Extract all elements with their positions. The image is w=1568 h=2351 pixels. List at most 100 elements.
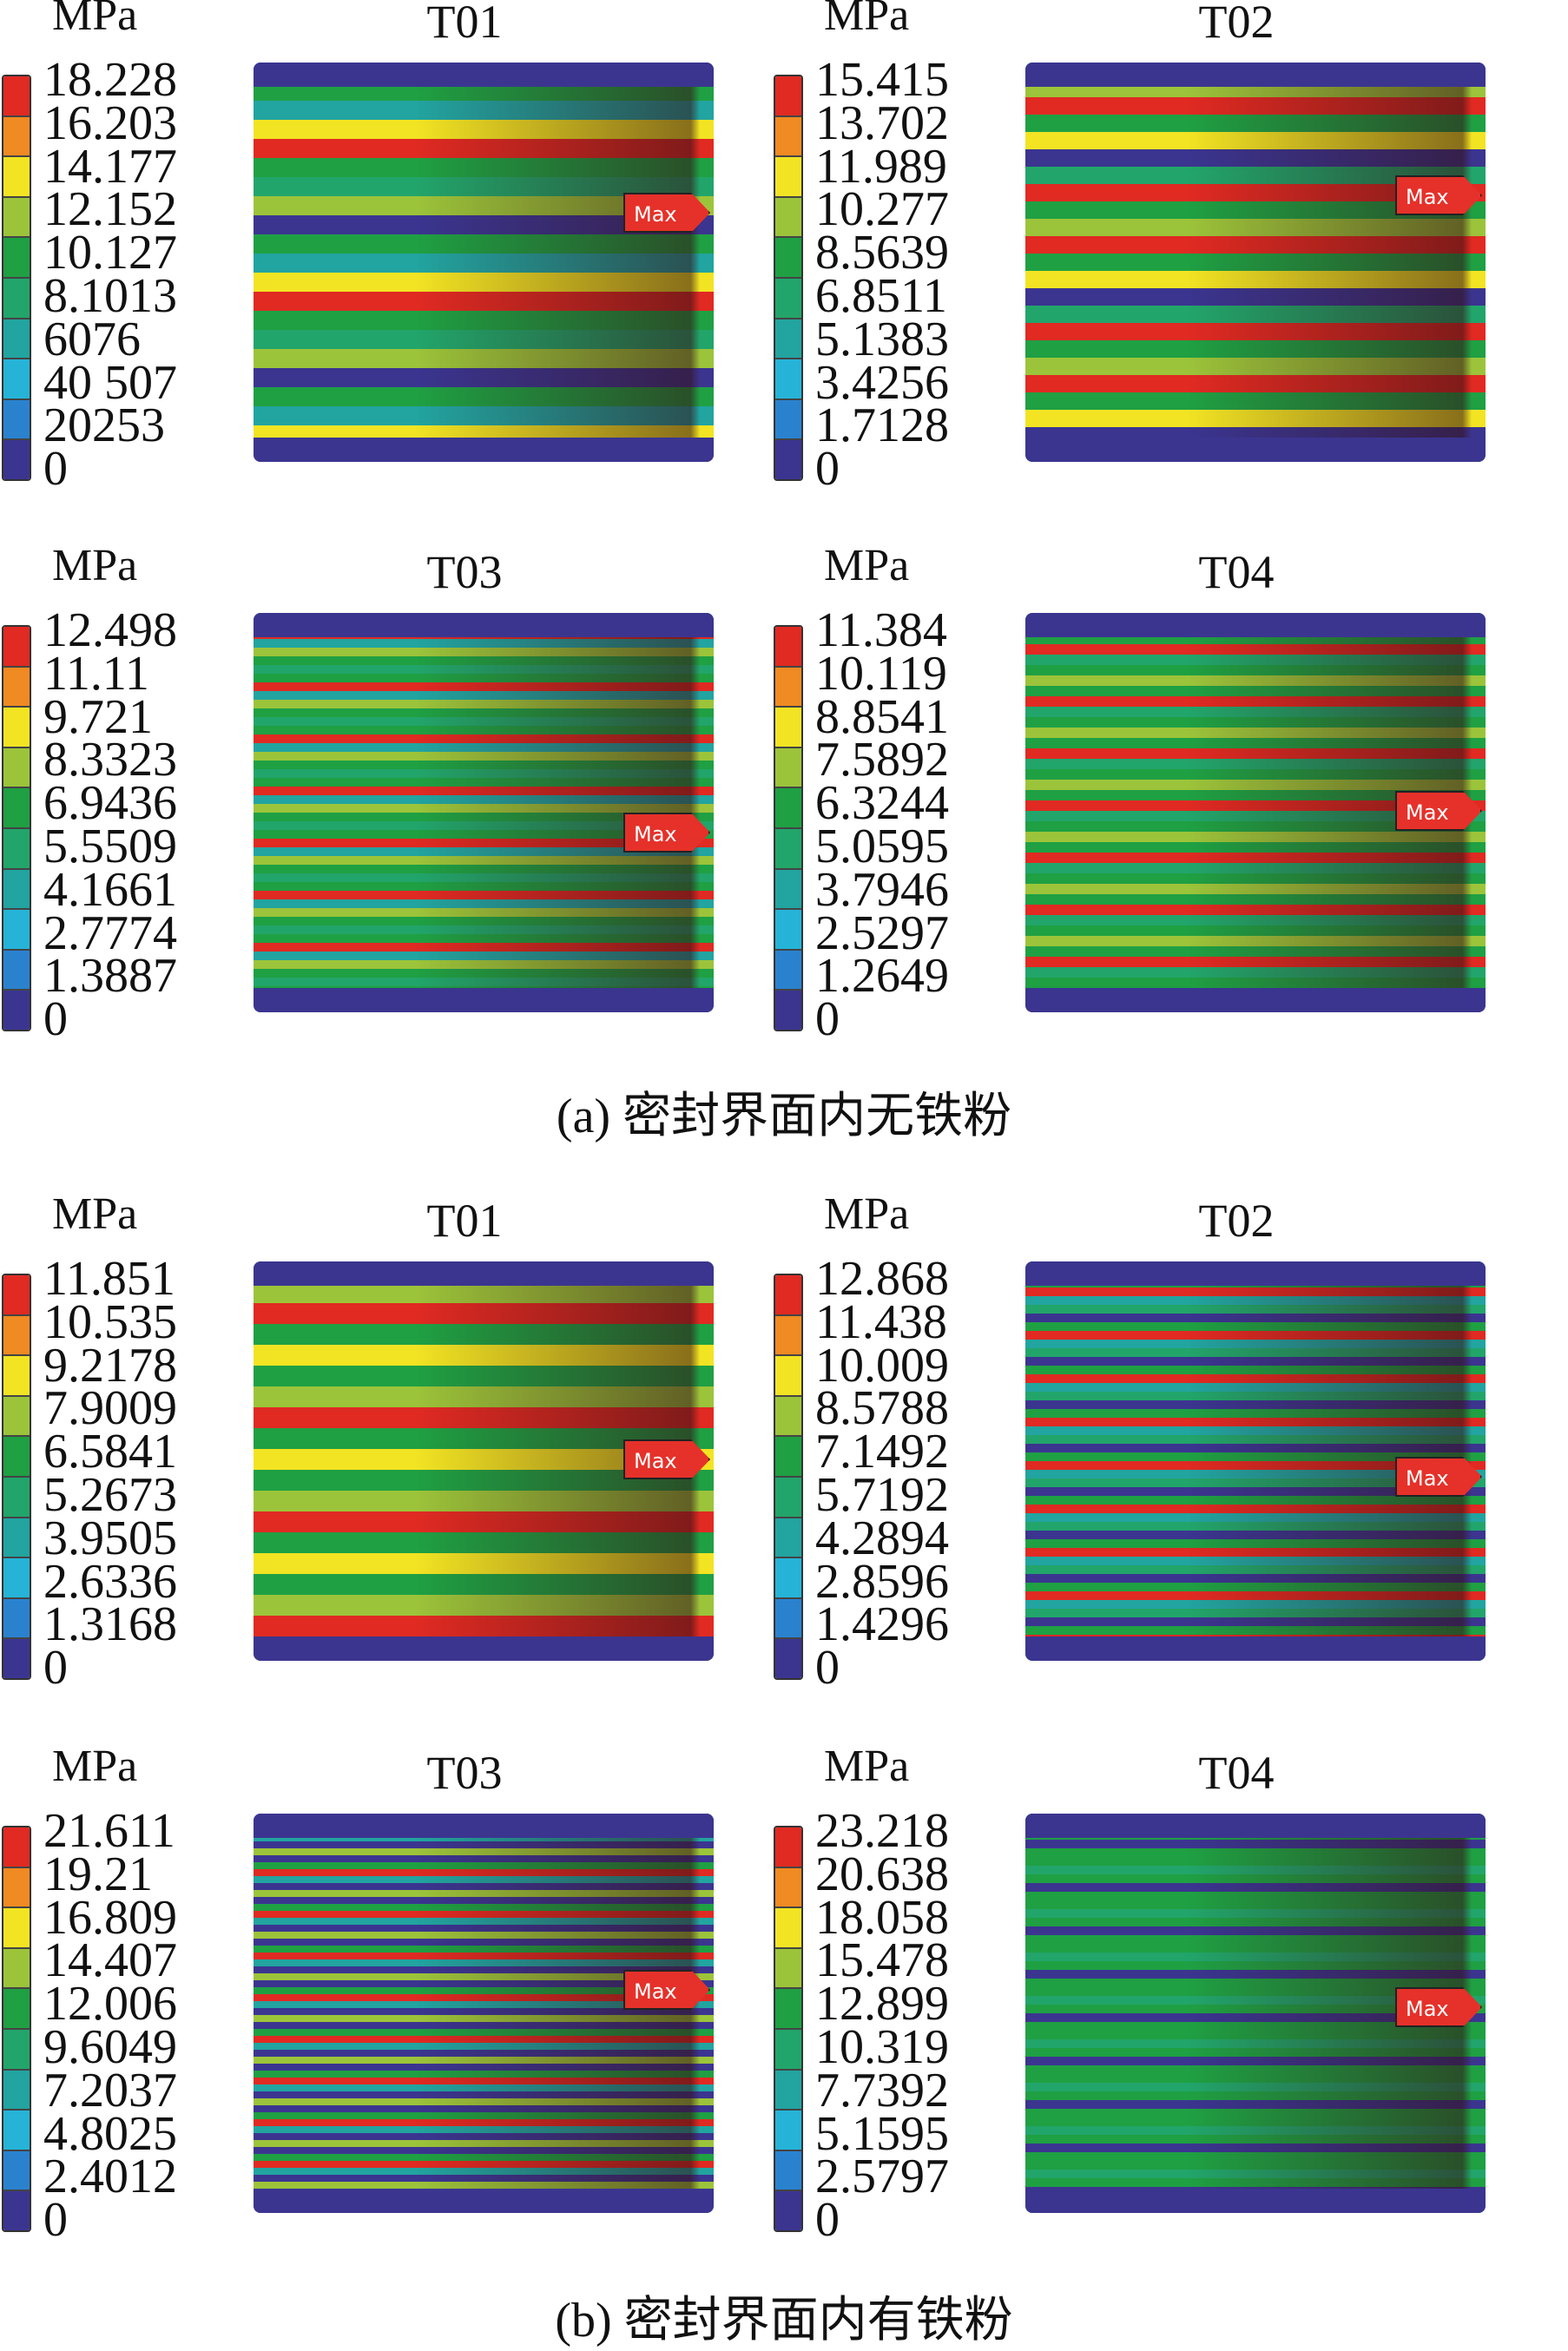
legend-swatch — [3, 1989, 30, 2030]
legend-swatch — [775, 1315, 801, 1357]
shading-overlay — [1025, 63, 1486, 462]
legend-value: 23.218 — [815, 1804, 949, 1858]
legend-value: 10.277 — [815, 182, 949, 237]
legend-value: 1.4296 — [815, 1597, 949, 1652]
legend-swatch — [3, 1275, 30, 1316]
legend-value: 4.8025 — [43, 2106, 177, 2161]
panel-title: T04 — [1198, 546, 1275, 598]
legend-swatch — [775, 440, 801, 479]
legend-value: 0 — [815, 1641, 840, 1696]
legend-swatch — [775, 157, 801, 198]
legend-swatch — [775, 197, 801, 239]
legend-swatch — [3, 1315, 30, 1357]
legend-swatch — [3, 828, 30, 870]
top-edge — [254, 63, 714, 87]
unit-label: MPa — [52, 541, 138, 590]
legend-swatch — [3, 1827, 30, 1868]
legend-value: 7.2037 — [43, 2063, 177, 2117]
legend-swatch — [775, 1275, 801, 1316]
legend-value: 10.319 — [815, 2019, 949, 2074]
legend-value: 5.0595 — [815, 819, 949, 873]
contour-panel-b-t02: MPa 12.868 11.438 10.009 8.5788 7.1492 5.7192 4… — [772, 1190, 1556, 1720]
legend-value: 16.809 — [43, 1890, 177, 1945]
legend-value: 11.989 — [815, 139, 947, 194]
legend-swatch — [3, 708, 30, 748]
legend-value: 0 — [815, 2193, 840, 2248]
legend-swatch — [3, 2191, 30, 2230]
legend-value: 10.535 — [43, 1294, 177, 1349]
max-marker: Max — [623, 813, 710, 853]
top-edge — [1025, 63, 1486, 87]
legend-swatch — [775, 747, 801, 789]
legend-value: 8.1013 — [43, 268, 177, 323]
legend-value: 4.1661 — [43, 862, 177, 917]
legend-swatch — [775, 76, 801, 117]
legend-swatch — [3, 667, 30, 708]
legend-swatch — [3, 238, 30, 279]
legend-labels: 11.384 10.119 8.8541 7.5892 6.3244 5.0595 3.79… — [815, 606, 949, 1047]
legend-value: 11.851 — [43, 1252, 175, 1306]
bottom-edge — [254, 1636, 714, 1661]
top-edge — [1025, 1261, 1486, 1286]
legend-value: 14.407 — [43, 1933, 177, 1988]
legend-swatch — [3, 1356, 30, 1397]
legend-value: 0 — [815, 442, 840, 497]
contour-panel-a-t04: MPa 11.384 10.119 8.8541 7.5892 6.3244 5.0595 3… — [772, 542, 1556, 1071]
legend-value: 0 — [43, 442, 68, 497]
legend-swatch — [775, 1518, 801, 1559]
legend-value: 20253 — [43, 398, 165, 453]
legend-swatch — [3, 1437, 30, 1478]
legend-swatch — [3, 1477, 30, 1518]
legend-value: 6076 — [43, 312, 141, 366]
legend-value: 0 — [43, 1641, 68, 1696]
legend-swatch — [3, 1598, 30, 1640]
legend-swatch — [3, 76, 30, 117]
stress-contour-image: Max — [254, 613, 714, 1012]
legend-value: 2.8596 — [815, 1554, 949, 1609]
unit-label: MPa — [52, 0, 138, 40]
legend-swatch — [775, 1437, 801, 1478]
legend-swatch — [3, 1396, 30, 1438]
legend-value: 7.7392 — [815, 2063, 949, 2117]
contour-panel-a-t03: MPa 12.498 11.11 9.721 8.3323 6.9436 5.5509 4.1… — [0, 542, 784, 1071]
stress-contour-image: Max — [254, 1261, 714, 1661]
panel-title: T02 — [1198, 0, 1275, 48]
contour-panel-a-t02: MPa 15.415 13.702 11.989 10.277 8.5639 6.8511 5… — [772, 0, 1556, 521]
bottom-edge — [1025, 438, 1486, 462]
legend-value: 3.7946 — [815, 862, 949, 917]
max-marker: Max — [623, 193, 710, 233]
color-legend-bar — [2, 1826, 31, 2232]
legend-swatch — [3, 910, 30, 951]
legend-value: 19.21 — [43, 1847, 153, 1901]
legend-value: 1.3168 — [43, 1597, 177, 1652]
legend-swatch — [3, 319, 30, 360]
legend-swatch — [3, 2111, 30, 2151]
legend-swatch — [3, 1867, 30, 1909]
legend-value: 18.058 — [815, 1890, 949, 1945]
legend-value: 2.4012 — [43, 2150, 177, 2204]
legend-swatch — [775, 1477, 801, 1518]
legend-swatch — [775, 869, 801, 911]
legend-swatch — [775, 2070, 801, 2111]
max-marker: Max — [1395, 1987, 1482, 2027]
stress-contour-image: Max — [254, 1814, 714, 2213]
legend-swatch — [775, 2191, 801, 2230]
stress-contour-image: Max — [254, 63, 714, 462]
legend-value: 12.152 — [43, 182, 177, 237]
legend-value: 1.7128 — [815, 398, 949, 453]
stress-contour-image: Max — [1025, 1814, 1486, 2213]
legend-value: 0 — [815, 992, 840, 1047]
legend-value: 9.721 — [43, 689, 153, 744]
legend-value: 5.7192 — [815, 1467, 949, 1522]
legend-swatch — [775, 1827, 801, 1868]
panel-title: T03 — [426, 546, 503, 598]
legend-value: 5.5509 — [43, 819, 177, 873]
legend-swatch — [775, 278, 801, 319]
legend-swatch — [3, 2070, 30, 2111]
legend-value: 7.5892 — [815, 733, 949, 787]
color-legend-bar — [2, 1274, 31, 1680]
color-legend-bar — [2, 75, 31, 481]
legend-swatch — [3, 1558, 30, 1599]
legend-swatch — [3, 869, 30, 911]
legend-swatch — [3, 627, 30, 668]
